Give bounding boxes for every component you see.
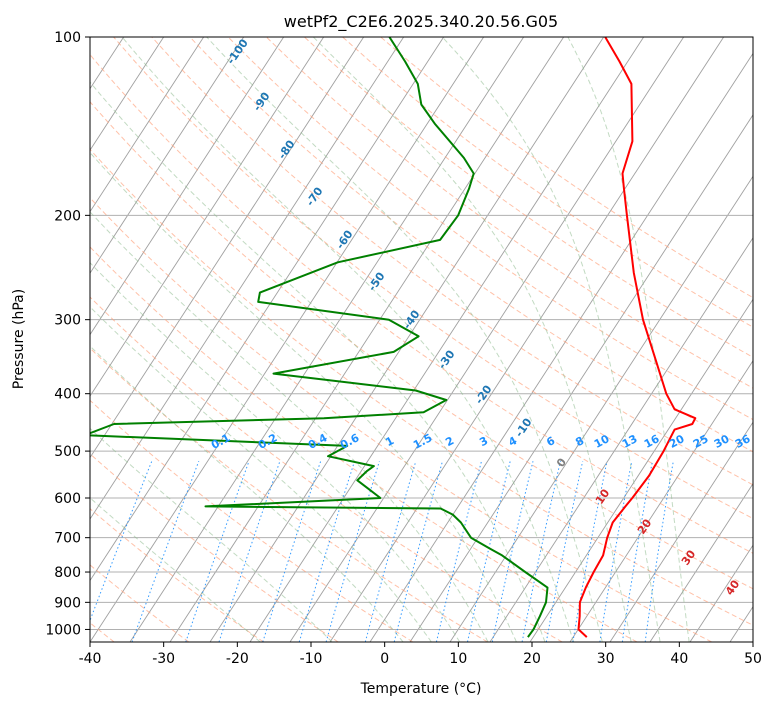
- chart-title: wetPf2_C2E6.2025.340.20.56.G05: [284, 12, 558, 32]
- moist-adiabat: [206, 37, 603, 642]
- mixing-ratio-line: [435, 461, 482, 642]
- y-tick-label: 100: [54, 30, 81, 46]
- dry-adiabat: [189, 37, 753, 453]
- mixing-ratio-label: 25: [691, 432, 711, 451]
- mixing-ratio-line: [393, 461, 443, 642]
- dry-adiabat: [151, 37, 753, 486]
- x-tick-label: 50: [744, 651, 762, 667]
- y-tick-label: 800: [54, 565, 81, 581]
- hatch-line: [90, 37, 365, 459]
- dry-adiabat: [90, 347, 488, 642]
- dry-adiabat: [342, 37, 753, 328]
- mixing-ratio-line: [218, 461, 281, 642]
- dry-adiabat: [304, 37, 753, 358]
- hatch-line: [209, 37, 605, 642]
- mixing-ratio-line: [467, 461, 511, 642]
- moist-adiabat: [121, 37, 575, 642]
- hatch-line: [569, 359, 753, 642]
- axes: -40 -30 -20 -10 0 10 20 30 40 50 1000 900 800 700 600 5…: [45, 30, 762, 667]
- hatch-line: [90, 37, 245, 274]
- series-temperature: [577, 37, 697, 638]
- dry-adiabat: [90, 296, 563, 642]
- moist-adiabat: [90, 497, 261, 642]
- hatch-line: [90, 37, 485, 642]
- dry-adiabat: [90, 507, 264, 642]
- mixing-ratio-line: [545, 461, 584, 642]
- x-tick-label: 0: [380, 651, 389, 667]
- moist-adiabat: [90, 211, 489, 642]
- x-tick-label: 10: [449, 651, 467, 667]
- hatch-line: [90, 37, 285, 336]
- moist-adiabat: [90, 261, 461, 642]
- y-axis-title: Pressure (hPa): [11, 289, 27, 389]
- x-tick-label: 40: [670, 651, 688, 667]
- dry-adiabat: [90, 246, 638, 642]
- y-tick-label: 900: [54, 595, 81, 611]
- dry-adiabat: [113, 37, 753, 520]
- y-tick-label: 500: [54, 444, 81, 460]
- moist-adiabat: [567, 37, 690, 642]
- dry-adiabat: [90, 148, 753, 626]
- hatch-line: [90, 37, 205, 213]
- y-tick-label: 300: [54, 313, 81, 329]
- hatch-line: [169, 37, 565, 642]
- moist-adiabat: [90, 427, 333, 642]
- x-tick-label: -40: [79, 651, 102, 667]
- hatch-line: [449, 175, 753, 642]
- moist-adiabat: [90, 345, 404, 642]
- x-axis-title: Temperature (°C): [360, 681, 482, 697]
- x-tick-label: -20: [226, 651, 249, 667]
- mixing-ratio-label: 30: [712, 432, 732, 451]
- y-tick-label: 200: [54, 208, 81, 224]
- mixing-ratio-line: [521, 461, 561, 642]
- dry-adiabat: [265, 37, 753, 389]
- sounding-series: [90, 37, 697, 638]
- hatch-line: [609, 421, 753, 642]
- mixing-ratio-label: 10: [592, 432, 612, 451]
- mixing-ratio-lines: [90, 461, 674, 642]
- hatch-line: [249, 37, 645, 642]
- dry-adiabat: [90, 101, 753, 590]
- plot-frame: [89, 36, 754, 643]
- y-tick-label: 400: [54, 387, 81, 403]
- hatch-line: [90, 37, 165, 152]
- hatch-line: [90, 37, 405, 520]
- moist-adiabat: [90, 151, 517, 642]
- mixing-ratio-label: 20: [667, 432, 687, 451]
- x-tick-label: -10: [300, 651, 323, 667]
- hatch-line: [529, 298, 753, 642]
- mixing-ratio-line: [491, 461, 534, 642]
- y-tick-label: 700: [54, 531, 81, 547]
- hatch-line: [129, 37, 525, 642]
- y-tick-label: 600: [54, 491, 81, 507]
- hatch-line: [90, 37, 445, 582]
- mixing-ratio-line: [572, 461, 608, 642]
- mixing-ratio-label: 36: [733, 432, 753, 451]
- moist-adiabats: [90, 37, 690, 642]
- hatch-line: [90, 37, 325, 397]
- mixing-ratio-line: [185, 461, 250, 642]
- moist-adiabat: [90, 306, 432, 642]
- mixing-ratio-line: [131, 461, 200, 642]
- x-tick-label: -30: [152, 651, 175, 667]
- hatch-line: [369, 52, 753, 642]
- dry-adiabat: [90, 197, 712, 642]
- y-tick-label: 1000: [45, 622, 81, 638]
- mixing-ratio-label: 13: [620, 432, 640, 451]
- moist-adiabat: [441, 37, 661, 642]
- hatch-line: [649, 482, 753, 642]
- moist-adiabat: [312, 37, 632, 642]
- series-dewpoint: [90, 37, 549, 638]
- hatch-line: [489, 236, 753, 642]
- x-tick-label: 20: [523, 651, 541, 667]
- mixing-ratio-label: 16: [642, 432, 662, 451]
- x-tick-label: 30: [597, 651, 615, 667]
- moist-adiabat: [90, 81, 546, 642]
